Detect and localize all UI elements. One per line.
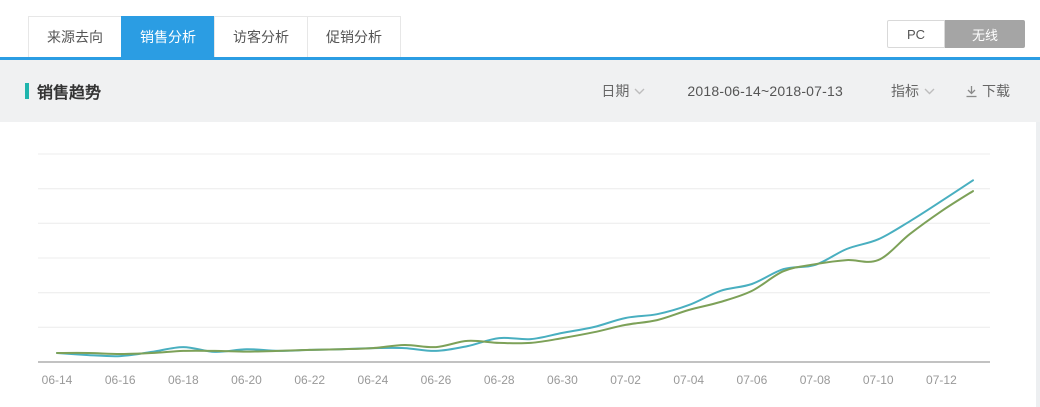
svg-text:06-24: 06-24	[358, 373, 389, 387]
download-label: 下载	[982, 83, 1010, 99]
svg-text:07-04: 07-04	[673, 373, 704, 387]
download-icon	[965, 85, 978, 98]
tab-promotion-analysis[interactable]: 促销分析	[307, 16, 401, 57]
metric-dropdown-label: 指标	[891, 83, 919, 99]
date-range-value[interactable]: 2018-06-14~2018-07-13	[687, 83, 843, 99]
page-title: 销售趋势	[37, 85, 102, 102]
download-button[interactable]: 下载	[965, 81, 1010, 101]
tab-sales-analysis[interactable]: 销售分析	[121, 16, 215, 57]
svg-text:07-12: 07-12	[926, 373, 957, 387]
svg-text:06-26: 06-26	[421, 373, 452, 387]
device-toggle: PC 无线	[887, 20, 1025, 48]
svg-text:06-28: 06-28	[484, 373, 515, 387]
panel-header: 销售趋势 日期 2018-06-14~2018-07-13 指标	[0, 60, 1040, 122]
svg-text:06-20: 06-20	[231, 373, 262, 387]
svg-text:07-08: 07-08	[800, 373, 831, 387]
analysis-tabbar: 来源去向 销售分析 访客分析 促销分析 PC 无线	[0, 0, 1040, 60]
svg-text:07-02: 07-02	[610, 373, 641, 387]
tab-visitor-analysis[interactable]: 访客分析	[214, 16, 308, 57]
content-area: 销售趋势 日期 2018-06-14~2018-07-13 指标	[0, 60, 1040, 407]
device-toggle-wireless[interactable]: 无线	[945, 20, 1025, 48]
svg-text:06-30: 06-30	[547, 373, 578, 387]
analysis-tabs: 来源去向 销售分析 访客分析 促销分析	[0, 16, 1040, 57]
title-accent-bar	[25, 83, 29, 99]
chevron-down-icon	[924, 88, 935, 95]
svg-text:06-14: 06-14	[42, 373, 73, 387]
metric-dropdown[interactable]: 指标	[891, 81, 935, 101]
date-dropdown[interactable]: 日期	[601, 81, 645, 101]
svg-text:06-22: 06-22	[294, 373, 325, 387]
device-toggle-pc[interactable]: PC	[887, 20, 945, 48]
svg-text:07-06: 07-06	[737, 373, 768, 387]
sales-trend-chart[interactable]: 06-14 06-16 06-18 06-20 06-22 06-24 06-26 06-28…	[0, 122, 1036, 407]
svg-text:06-16: 06-16	[105, 373, 136, 387]
date-dropdown-label: 日期	[601, 83, 630, 99]
tab-source-destination[interactable]: 来源去向	[28, 16, 122, 57]
svg-text:06-18: 06-18	[168, 373, 199, 387]
panel-title-wrap: 销售趋势	[25, 79, 101, 103]
chevron-down-icon	[634, 88, 645, 95]
sales-trend-chart-card: 06-14 06-16 06-18 06-20 06-22 06-24 06-26 06-28…	[0, 122, 1036, 407]
svg-text:07-10: 07-10	[863, 373, 894, 387]
chart-controls: 日期 2018-06-14~2018-07-13 指标	[601, 81, 1010, 101]
tabbar-underline	[0, 57, 1040, 60]
